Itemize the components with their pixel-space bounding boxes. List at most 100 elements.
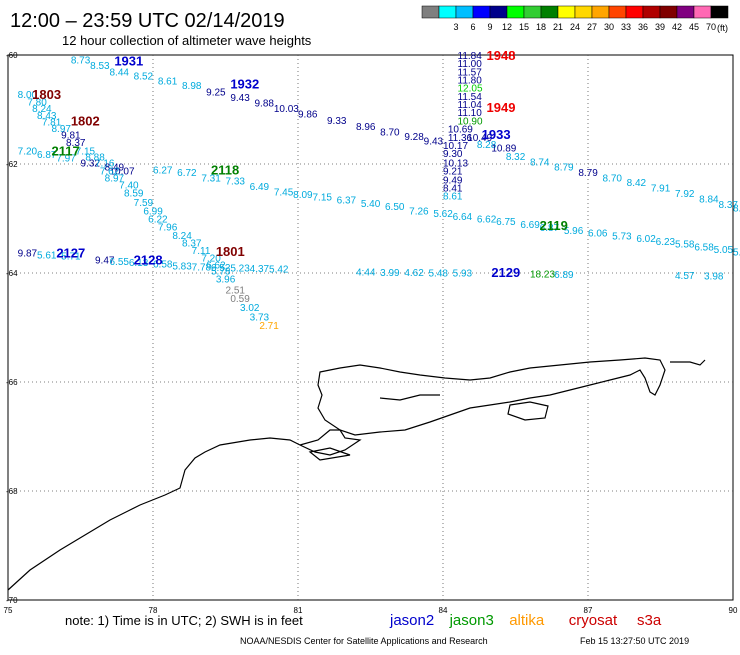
color-scale-bin — [506, 5, 525, 19]
pass-time-label: 2119 — [540, 218, 568, 233]
wave-height-value: 7.31 — [201, 174, 221, 185]
wave-height-value: 7.16 — [95, 158, 115, 169]
wave-height-value: 7.96 — [158, 223, 178, 234]
color-scale-bin — [455, 5, 474, 19]
satellite-legend: jason2 jason3 altika cryosat s3a — [389, 612, 662, 629]
wave-height-value: 8.79 — [578, 168, 598, 179]
wave-height-value: 7.91 — [651, 183, 671, 194]
wave-height-value: 5.62 — [433, 209, 453, 220]
wave-height-value: 8.70 — [380, 127, 400, 138]
color-scale-bin — [676, 5, 695, 19]
wave-height-value: 18.23 — [530, 270, 555, 281]
wave-height-value: 5.61 — [37, 250, 57, 261]
map-subtitle: 12 hour collection of altimeter wave hei… — [62, 33, 312, 48]
color-scale-label: 33 — [621, 22, 631, 32]
wave-height-value: 7.45 — [274, 187, 294, 198]
wave-height-value: 6.64 — [453, 212, 473, 223]
color-scale-bin — [489, 5, 508, 19]
satellite-legend-item: jason3 — [449, 612, 494, 629]
wave-height-value: 8.53 — [90, 61, 110, 72]
wave-height-value: 6.52 — [211, 263, 231, 274]
color-scale-bin — [642, 5, 661, 19]
wave-height-value: 5.42 — [269, 265, 289, 276]
wave-height-value: 8.79 — [554, 163, 574, 174]
wave-height-value: 9.86 — [298, 109, 318, 120]
wave-height-value: 9.25 — [206, 88, 226, 99]
wave-height-value: 10.89 — [491, 144, 516, 155]
color-scale: 3 6 9 12 15 18 21 24 27 30 33 36 39 42 45 70 — [421, 5, 729, 32]
wave-height-value: 5.83 — [172, 261, 192, 272]
wave-height-value: 5.40 — [361, 199, 381, 210]
pass-time-label: 1948 — [487, 48, 516, 63]
wave-height-value: 8.70 — [603, 174, 623, 185]
wave-height-value: 7.33 — [226, 176, 246, 187]
lat-tick-label: -66 — [6, 378, 18, 387]
wave-height-value: 8.97 — [105, 174, 125, 185]
wave-height-value: 8.37 — [66, 138, 86, 149]
wave-height-value: 8.43 — [37, 111, 57, 122]
wave-height-value: 8.98 — [182, 81, 202, 92]
footer-credit: NOAA/NESDIS Center for Satellite Applica… — [240, 636, 488, 646]
wave-height-value: 7.81 — [42, 117, 62, 128]
wave-height-value: 5.58 — [675, 240, 695, 251]
lat-tick-label: -64 — [6, 269, 18, 278]
color-scale-bin — [710, 5, 729, 19]
wave-height-value: 4.37 — [250, 264, 270, 275]
wave-height-value: 9.43 — [424, 137, 444, 148]
wave-height-value: 10.90 — [458, 116, 483, 127]
wave-height-value: 3.02 — [240, 303, 260, 314]
color-scale-label: 9 — [487, 22, 492, 32]
color-scale-label: 6 — [470, 22, 475, 32]
pass-time-label: 2128 — [134, 252, 163, 267]
wave-height-value: 9.47 — [95, 255, 115, 266]
wave-height-value: 5.23 — [230, 264, 250, 275]
wave-height-value: 5.3 — [733, 248, 740, 259]
satellite-legend-item: cryosat — [569, 612, 618, 629]
wave-height-value: 7.20 — [18, 146, 38, 157]
wave-height-value: 6.72 — [177, 168, 197, 179]
lat-tick-label: -62 — [6, 160, 18, 169]
pass-time-label: 1931 — [114, 53, 143, 68]
wave-height-value: 5.05 — [714, 245, 734, 256]
color-scale-label: 36 — [638, 22, 648, 32]
wave-height-value: 2.51 — [226, 285, 246, 296]
wave-height-value: 8.41 — [443, 183, 463, 194]
wave-height-value: 4.62 — [404, 268, 424, 279]
wave-height-value: 11.36 — [448, 133, 473, 144]
wave-height-value: 6.58 — [694, 242, 714, 253]
color-scale-label: 24 — [570, 22, 580, 32]
wave-height-value: 8.37 — [182, 238, 202, 249]
wave-height-value: 8.84 — [699, 194, 719, 205]
color-scale-label: 42 — [672, 22, 682, 32]
lon-tick-label: 90 — [729, 606, 738, 615]
wave-height-value: 9.43 — [230, 93, 250, 104]
wave-height-value: 6.55 — [110, 257, 130, 268]
wave-height-value: 8.63 — [733, 204, 740, 215]
color-scale-label: 45 — [689, 22, 699, 32]
color-scale-bin — [591, 5, 610, 19]
color-scale-bin — [421, 5, 440, 19]
color-scale-bin — [625, 5, 644, 19]
wave-height-value: 8.61 — [158, 77, 178, 88]
wave-height-value: 11.80 — [458, 76, 483, 87]
wave-height-value: 6.99 — [143, 206, 163, 217]
wave-height-value: 11.54 — [458, 92, 483, 103]
wave-height-value: 6.06 — [588, 229, 608, 240]
wave-height-value: 7.80 — [27, 97, 47, 108]
wave-height-value: 11.00 — [458, 59, 483, 70]
lon-tick-label: 84 — [439, 606, 448, 615]
wave-height-value: 6.69 — [520, 220, 540, 231]
wave-height-value: 8.49 — [105, 163, 125, 174]
map-title: 12:00 – 23:59 UTC 02/14/2019 — [10, 10, 285, 32]
wave-height-value: 10.07 — [110, 167, 135, 178]
wave-height-value: 10.69 — [448, 125, 473, 136]
wave-height-value: 8.09 — [293, 190, 313, 201]
wave-height-value: 6.62 — [206, 260, 226, 271]
lon-tick-label: 78 — [149, 606, 158, 615]
color-scale-bin — [574, 5, 593, 19]
wave-height-value: 5.96 — [564, 226, 584, 237]
wave-height-value: 2.71 — [259, 321, 279, 332]
altimeter-tracks: 8.73 8.538.44 8.52 8.61 8.989.25 9.43 9.88 10.0… — [18, 48, 740, 332]
wave-height-value: 9.28 — [404, 132, 424, 143]
color-scale-label: 27 — [587, 22, 597, 32]
